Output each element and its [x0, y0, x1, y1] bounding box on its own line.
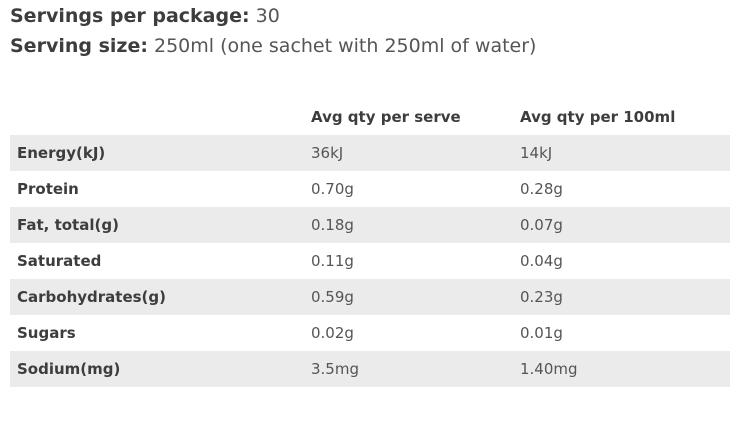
nutrition-table: Avg qty per serve Avg qty per 100ml Ener…: [10, 88, 730, 387]
nutrient-name: Protein: [17, 180, 79, 198]
table-row: Sugars 0.02g 0.01g: [10, 315, 730, 351]
nutrient-name: Sodium(mg): [10, 351, 311, 387]
per-100ml-value: 0.23g: [520, 279, 730, 315]
servings-per-package: Servings per package: 30: [10, 4, 280, 28]
nutrient-name: Saturated: [17, 252, 102, 270]
per-serve-value: 0.70g: [311, 180, 354, 198]
header-per-serve: Avg qty per serve: [311, 108, 461, 126]
header-nutrient: [10, 88, 311, 135]
per-serve-value: 0.11g: [311, 252, 354, 270]
per-100ml-value: 1.40mg: [520, 351, 730, 387]
per-serve-value: 0.02g: [311, 324, 354, 342]
table-row: Fat, total(g) 0.18g 0.07g: [10, 207, 730, 243]
table-row: Sodium(mg) 3.5mg 1.40mg: [10, 351, 730, 387]
nutrient-name: Energy(kJ): [10, 135, 311, 171]
header-per-100ml: Avg qty per 100ml: [520, 108, 676, 126]
serving-size-label: Serving size:: [10, 35, 148, 57]
per-100ml-value: 0.07g: [520, 207, 730, 243]
serving-size: Serving size: 250ml (one sachet with 250…: [10, 34, 536, 58]
nutrient-name: Sugars: [17, 324, 76, 342]
per-100ml-value: 0.01g: [520, 324, 563, 342]
per-serve-value: 0.59g: [311, 279, 520, 315]
table-row: Carbohydrates(g) 0.59g 0.23g: [10, 279, 730, 315]
nutrient-name: Carbohydrates(g): [10, 279, 311, 315]
per-serve-value: 0.18g: [311, 207, 520, 243]
servings-value: 30: [255, 5, 280, 27]
table-row: Energy(kJ) 36kJ 14kJ: [10, 135, 730, 171]
per-100ml-value: 0.28g: [520, 180, 563, 198]
table-row: Saturated 0.11g 0.04g: [10, 243, 730, 279]
serving-size-value: 250ml (one sachet with 250ml of water): [154, 35, 537, 57]
per-100ml-value: 14kJ: [520, 135, 730, 171]
servings-label: Servings per package:: [10, 5, 250, 27]
table-header-row: Avg qty per serve Avg qty per 100ml: [10, 88, 730, 135]
table-row: Protein 0.70g 0.28g: [10, 171, 730, 207]
per-100ml-value: 0.04g: [520, 252, 563, 270]
per-serve-value: 36kJ: [311, 135, 520, 171]
nutrient-name: Fat, total(g): [10, 207, 311, 243]
per-serve-value: 3.5mg: [311, 351, 520, 387]
